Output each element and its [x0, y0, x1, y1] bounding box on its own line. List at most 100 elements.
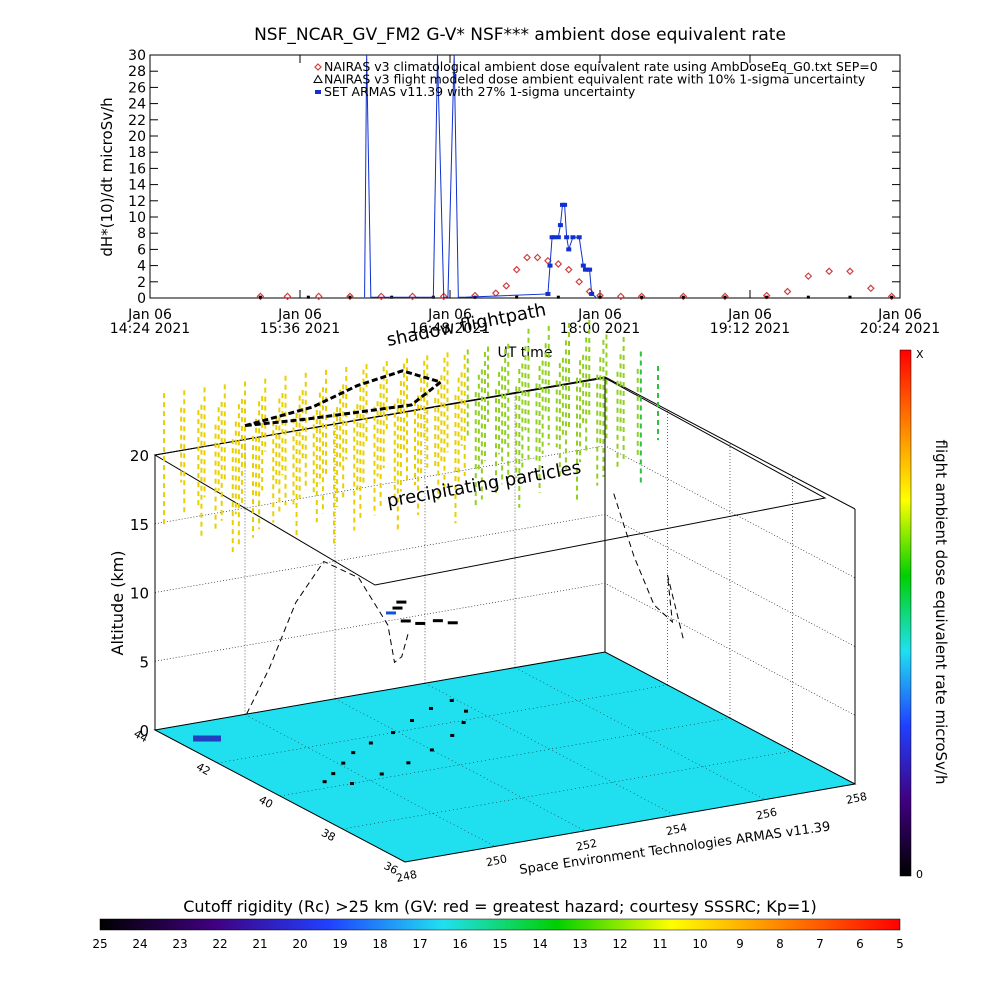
- y-tick-label: 14: [128, 178, 146, 194]
- y-tick-label-3d: 38: [319, 826, 337, 844]
- y-tick-label: 22: [128, 113, 146, 129]
- chart-title: NSF_NCAR_GV_FM2 G-V* NSF*** ambient dose…: [254, 25, 786, 45]
- legend-marker: [313, 74, 323, 83]
- climatological-point: [804, 272, 813, 280]
- rigidity-tick-label: 23: [172, 937, 187, 951]
- floor-grid-line: [342, 750, 793, 830]
- ground-track-point: [368, 741, 373, 745]
- rigidity-colorbar-title: Cutoff rigidity (Rc) >25 km (GV: red = g…: [183, 897, 817, 916]
- climatological-point: [679, 292, 688, 301]
- climatological-point: [439, 292, 448, 301]
- dose-colorbar-max: X: [916, 348, 924, 361]
- rigidity-tick-label: 10: [692, 937, 707, 951]
- modeled-point: [806, 295, 810, 299]
- ground-track-point: [461, 721, 466, 725]
- grid-line: [154, 514, 856, 647]
- x-tick-label: 20:24 2021: [860, 321, 940, 337]
- y-tick-label: 24: [128, 97, 146, 113]
- z-tick-label: 20: [130, 447, 149, 465]
- rigidity-tick-label: 24: [132, 937, 147, 951]
- rigidity-tick-label: 12: [612, 937, 627, 951]
- armas-point: [564, 235, 570, 240]
- x-axis-label: UT time: [498, 345, 553, 361]
- modeled-point: [681, 295, 685, 299]
- x-tick-label-3d: 254: [665, 821, 688, 838]
- rigidity-tick-label: 15: [492, 937, 507, 951]
- rigidity-tick-label: 25: [92, 937, 107, 951]
- flight-path-line: [246, 560, 410, 715]
- y-tick-label-3d: 36: [382, 859, 400, 877]
- dose-colorbar: X 0 flight ambient dose equivalent rate …: [899, 348, 950, 881]
- climatological-point: [783, 287, 792, 296]
- modeled-point: [598, 295, 602, 299]
- armas-point: [589, 291, 595, 296]
- floor-grid-line: [217, 684, 668, 764]
- climatological-point: [523, 253, 531, 262]
- rigidity-tick-label: 18: [372, 937, 387, 951]
- flight-path-right-line: [613, 493, 684, 639]
- armas-point: [545, 291, 551, 296]
- plot-frame: [149, 54, 901, 299]
- ground-track-point: [429, 748, 434, 752]
- rigidity-tick-label: 14: [532, 937, 547, 951]
- rigidity-tick-label: 20: [292, 937, 307, 951]
- armas-point: [580, 263, 586, 268]
- modeled-point: [890, 295, 894, 299]
- x-tick-label: Jan 06: [727, 307, 772, 323]
- rigidity-colorbar: Cutoff rigidity (Rc) >25 km (GV: red = g…: [92, 897, 903, 951]
- legend-label: NAIRAS v3 climatological ambient dose eq…: [324, 59, 878, 74]
- y-tick-label: 0: [137, 291, 146, 307]
- y-tick-label: 28: [128, 64, 146, 80]
- rigidity-tick-label: 11: [652, 937, 667, 951]
- climatological-point: [554, 260, 563, 268]
- armas-track-point: [386, 611, 396, 615]
- climatological-point: [533, 253, 542, 262]
- modeled-point: [723, 295, 727, 299]
- rigidity-tick-label: 19: [332, 937, 347, 951]
- x-tick-label: Jan 06: [427, 307, 472, 323]
- z-tick-label: 10: [130, 585, 149, 603]
- climatological-point: [887, 292, 896, 301]
- armas-point: [555, 235, 561, 240]
- x-tick-label-3d: 248: [395, 868, 418, 885]
- ground-track-point: [449, 698, 454, 702]
- wall-edge: [604, 376, 856, 510]
- armas-track-point: [400, 619, 411, 623]
- rigidity-tick-label: 16: [452, 937, 467, 951]
- z-axis-label: Altitude (km): [108, 551, 127, 656]
- floor-grid-line: [279, 717, 731, 797]
- x-tick-label: 19:12 2021: [710, 321, 790, 337]
- armas-point: [557, 223, 563, 228]
- climatological-point: [616, 292, 625, 301]
- x-tick-label: 16:48 2021: [410, 321, 490, 337]
- x-tick-label: Jan 06: [577, 307, 622, 323]
- x-tick-label: 15:36 2021: [260, 321, 340, 337]
- armas-point: [576, 235, 582, 240]
- legend: NAIRAS v3 climatological ambient dose eq…: [313, 59, 878, 99]
- z-tick-label: 0: [139, 722, 149, 740]
- floor-grid-line: [404, 783, 856, 863]
- x-tick-label-3d: 250: [485, 852, 508, 869]
- dose-colorbar-bar: [899, 349, 912, 877]
- climatological-point: [512, 265, 521, 274]
- z-tick-label: 15: [130, 516, 149, 534]
- armas-track: [386, 600, 458, 625]
- climatological-point: [846, 267, 854, 276]
- ground-track-point: [322, 780, 327, 784]
- y-tick-label: 20: [128, 129, 146, 145]
- modeled-point: [640, 295, 644, 299]
- climatological-point: [314, 292, 323, 301]
- ground-track-point: [351, 751, 356, 755]
- ground-track: [154, 651, 856, 863]
- armas-point: [566, 247, 572, 252]
- y-tick-label: 10: [128, 210, 146, 226]
- climatological-point: [866, 284, 875, 293]
- x-tick-label: 18:00 2021: [560, 321, 640, 337]
- rigidity-tick-label: 13: [572, 937, 587, 951]
- y-tick-label: 2: [137, 275, 146, 291]
- ground-track-point: [379, 772, 384, 776]
- armas-track-point: [432, 619, 443, 623]
- x-tick-label-3d: 258: [845, 790, 868, 807]
